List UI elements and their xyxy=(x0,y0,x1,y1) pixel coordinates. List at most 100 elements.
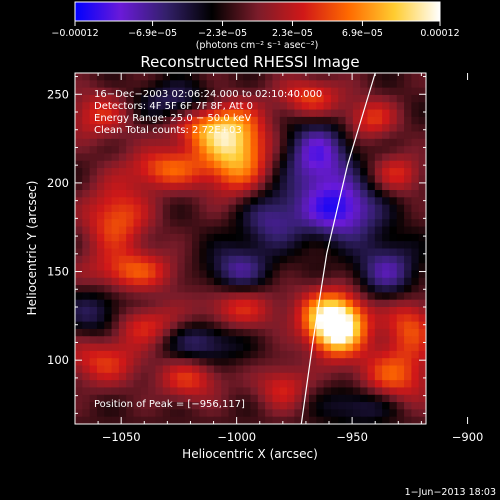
heatmap-cell xyxy=(287,102,295,111)
heatmap-cell xyxy=(389,211,398,220)
heatmap-cell xyxy=(294,153,303,162)
heatmap-cell xyxy=(96,255,105,264)
heatmap-cell xyxy=(338,263,347,272)
heatmap-cell xyxy=(235,409,244,418)
heatmap-cell xyxy=(140,87,149,96)
heatmap-cell xyxy=(411,197,420,206)
heatmap-cell xyxy=(192,314,200,323)
heatmap-cell xyxy=(301,248,310,257)
heatmap-cell xyxy=(126,263,135,272)
heatmap-cell xyxy=(133,328,142,337)
heatmap-cell xyxy=(243,270,252,279)
heatmap-cell xyxy=(345,116,354,125)
heatmap-cell xyxy=(243,219,252,228)
heatmap-cell xyxy=(250,175,259,184)
heatmap-cell xyxy=(118,131,127,140)
heatmap-cell xyxy=(352,255,361,264)
heatmap-cell xyxy=(118,321,127,330)
heatmap-cell xyxy=(177,380,186,389)
heatmap-cell xyxy=(177,365,186,374)
heatmap-cell xyxy=(75,146,83,155)
heatmap-cell xyxy=(316,328,325,337)
heatmap-cell xyxy=(323,409,332,418)
heatmap-cell xyxy=(118,307,127,315)
heatmap-cell xyxy=(257,190,266,198)
heatmap-cell xyxy=(184,131,193,140)
heatmap-cell xyxy=(243,409,252,418)
heatmap-cell xyxy=(396,255,405,264)
heatmap-cell xyxy=(396,168,405,176)
heatmap-cell xyxy=(126,204,135,213)
heatmap-cell xyxy=(133,226,142,235)
heatmap-cell xyxy=(411,153,420,162)
heatmap-cell xyxy=(228,241,237,250)
heatmap-cell xyxy=(345,343,354,352)
heatmap-cell xyxy=(199,233,208,242)
heatmap-cell xyxy=(338,80,347,89)
heatmap-cell xyxy=(206,211,215,220)
heatmap-cell xyxy=(250,372,259,381)
heatmap-cell xyxy=(140,380,149,389)
heatmap-cell xyxy=(367,416,376,424)
heatmap-cell xyxy=(257,314,266,323)
heatmap-cell xyxy=(170,87,178,96)
heatmap-cell xyxy=(360,102,369,111)
heatmap-cell xyxy=(404,365,412,374)
heatmap-cell xyxy=(411,358,420,367)
heatmap-cell xyxy=(360,350,369,359)
heatmap-cell xyxy=(192,124,200,133)
heatmap-cell xyxy=(243,73,252,81)
heatmap-cell xyxy=(316,80,325,89)
heatmap-cell xyxy=(382,102,391,111)
heatmap-cell xyxy=(345,168,354,176)
heatmap-cell xyxy=(374,285,383,293)
heatmap-cell xyxy=(111,277,120,286)
heatmap-cell xyxy=(382,233,391,242)
heatmap-cell xyxy=(345,307,354,315)
heatmap-cell xyxy=(360,109,369,118)
heatmap-cell xyxy=(140,73,149,81)
heatmap-cell xyxy=(360,248,369,257)
heatmap-cell xyxy=(89,131,98,140)
heatmap-cell xyxy=(360,255,369,264)
heatmap-cell xyxy=(316,131,325,140)
heatmap-cell xyxy=(96,248,105,257)
heatmap-cell xyxy=(148,299,157,308)
heatmap-cell xyxy=(360,372,369,381)
heatmap-cell xyxy=(104,233,113,242)
heatmap-cell xyxy=(323,131,332,140)
heatmap-cell xyxy=(213,87,222,96)
heatmap-cell xyxy=(235,263,244,272)
heatmap-cell xyxy=(389,299,398,308)
heatmap-cell xyxy=(133,365,142,374)
heatmap-cell xyxy=(213,409,222,418)
heatmap-cell xyxy=(418,387,426,396)
heatmap-cell xyxy=(338,270,347,279)
heatmap-cell xyxy=(250,87,259,96)
heatmap-cell xyxy=(221,168,230,176)
heatmap-cell xyxy=(309,124,317,133)
heatmap-cell xyxy=(404,321,412,330)
heatmap-cell xyxy=(250,394,259,403)
heatmap-cell xyxy=(133,204,142,213)
heatmap-cell xyxy=(389,175,398,184)
heatmap-cell xyxy=(330,190,339,198)
heatmap-cell xyxy=(213,387,222,396)
heatmap-cell xyxy=(250,190,259,198)
heatmap-cell xyxy=(206,372,215,381)
heatmap-cell xyxy=(257,358,266,367)
heatmap-cell xyxy=(309,168,317,176)
heatmap-cell xyxy=(272,241,281,250)
heatmap-cell xyxy=(170,80,178,89)
annotation-detectors: Detectors: 4F 5F 6F 7F 8F, Att 0 xyxy=(94,101,253,112)
heatmap-cell xyxy=(82,204,91,213)
heatmap-cell xyxy=(374,409,383,418)
heatmap-cell xyxy=(301,255,310,264)
heatmap-cell xyxy=(257,263,266,272)
heatmap-cell xyxy=(338,175,347,184)
heatmap-cell xyxy=(360,211,369,220)
heatmap-cell xyxy=(118,116,127,125)
heatmap-cell xyxy=(192,277,200,286)
heatmap-cell xyxy=(206,255,215,264)
heatmap-cell xyxy=(301,241,310,250)
